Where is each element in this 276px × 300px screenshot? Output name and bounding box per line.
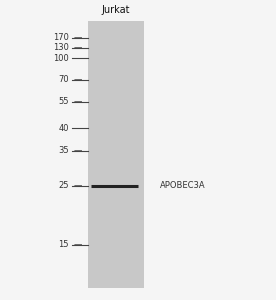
Text: 70: 70 [59, 75, 69, 84]
Text: 15: 15 [59, 240, 69, 249]
Text: —: — [73, 44, 81, 52]
Text: —: — [73, 124, 81, 133]
Text: 40: 40 [59, 124, 69, 133]
Text: —: — [73, 240, 81, 249]
Text: —: — [73, 98, 81, 106]
Text: —: — [73, 182, 81, 190]
Text: —: — [73, 54, 81, 63]
Text: 130: 130 [53, 44, 69, 52]
Text: 35: 35 [59, 146, 69, 155]
Text: —: — [73, 75, 81, 84]
Text: —: — [73, 146, 81, 155]
Text: 25: 25 [59, 182, 69, 190]
Text: 100: 100 [53, 54, 69, 63]
Text: APOBEC3A: APOBEC3A [160, 182, 206, 190]
Bar [88, 21, 144, 288]
Text: —: — [73, 33, 81, 42]
Text: 170: 170 [53, 33, 69, 42]
Text: 55: 55 [59, 98, 69, 106]
Text: Jurkat: Jurkat [102, 5, 130, 15]
